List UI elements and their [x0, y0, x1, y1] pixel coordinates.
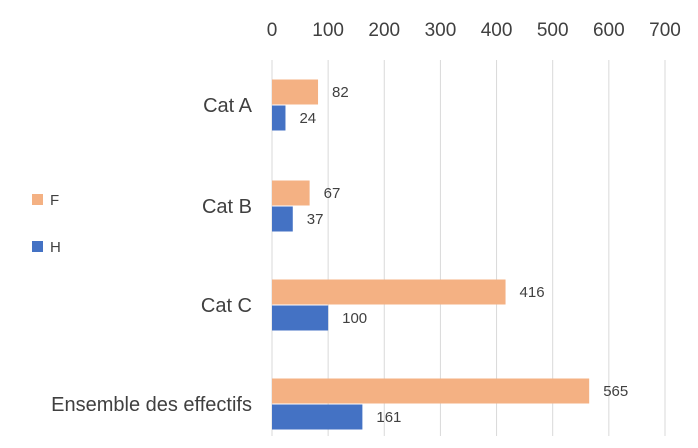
bar-f-cat-a — [272, 79, 319, 105]
bar-f-cat-b — [272, 180, 310, 206]
legend-swatch-f — [32, 194, 43, 205]
legend-swatch-h — [32, 241, 43, 252]
gridlines — [271, 60, 666, 436]
data-label-h-cat-c: 100 — [342, 310, 367, 327]
legend-label-f: F — [50, 192, 59, 209]
bar-h-cat-c — [272, 305, 329, 331]
x-tick-label-300: 300 — [425, 20, 457, 41]
data-label-f-cat-b: 67 — [324, 185, 341, 202]
x-tick-label-500: 500 — [537, 20, 569, 41]
bar-h-ensemble-des-effectifs — [272, 404, 363, 430]
category-labels: Cat A Cat B Cat C Ensemble des effectifs — [51, 95, 253, 416]
bar-h-cat-a — [272, 105, 286, 131]
category-label-ensemble-des-effectifs: Ensemble des effectifs — [51, 394, 252, 416]
category-label-cat-a: Cat A — [203, 95, 253, 117]
x-tick-label-600: 600 — [593, 20, 625, 41]
data-label-f-ensemble-des-effectifs: 565 — [603, 383, 628, 400]
x-tick-label-100: 100 — [312, 20, 344, 41]
data-label-h-ensemble-des-effectifs: 161 — [376, 409, 401, 426]
category-label-cat-b: Cat B — [202, 196, 252, 218]
data-label-f-cat-a: 82 — [332, 84, 349, 101]
bar-f-ensemble-des-effectifs — [272, 378, 590, 404]
x-axis-ticks: 0 100 200 300 400 500 600 700 — [267, 20, 681, 41]
legend-label-h: H — [50, 239, 61, 256]
bars — [272, 79, 590, 430]
data-label-f-cat-c: 416 — [520, 284, 545, 301]
x-tick-label-400: 400 — [481, 20, 513, 41]
bar-h-cat-b — [272, 206, 293, 232]
x-tick-label-200: 200 — [368, 20, 400, 41]
legend: FH — [32, 192, 61, 256]
bar-f-cat-c — [272, 279, 506, 305]
data-label-h-cat-b: 37 — [307, 211, 324, 228]
data-label-h-cat-a: 24 — [299, 110, 316, 127]
category-label-cat-c: Cat C — [201, 295, 252, 317]
x-tick-label-0: 0 — [267, 20, 278, 41]
x-tick-label-700: 700 — [649, 20, 681, 41]
